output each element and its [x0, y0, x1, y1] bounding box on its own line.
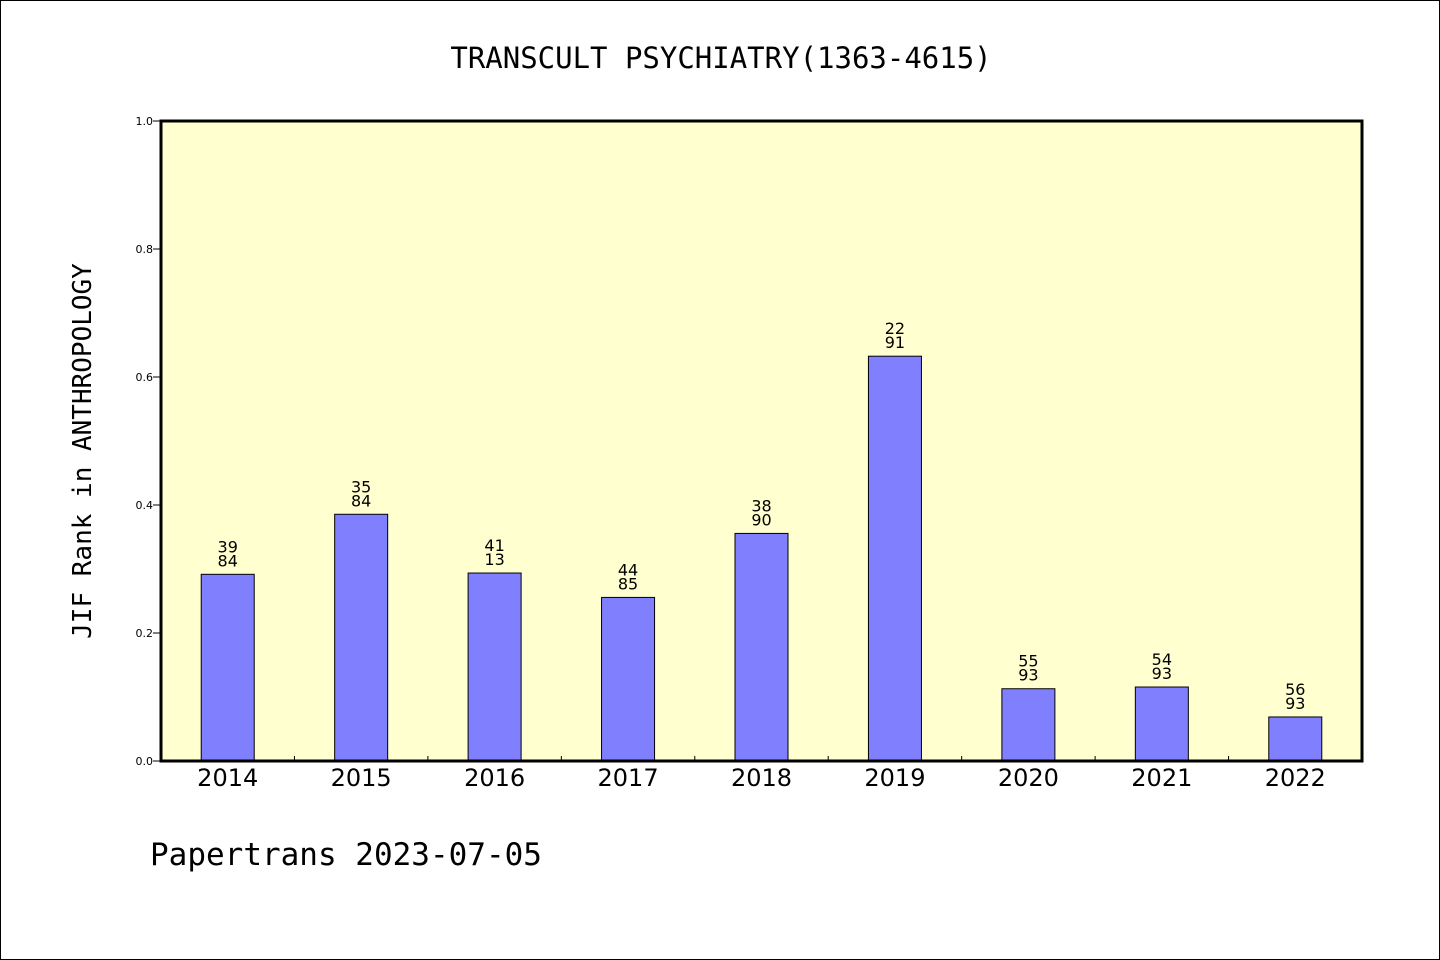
y-tick-label: 0.2	[136, 627, 154, 640]
y-axis-ticks: 0.0 0.2 0.4 0.6 0.8 1.0	[136, 115, 161, 768]
chart-title: TRANSCULT PSYCHIATRY(1363-4615)	[450, 41, 991, 75]
x-tick-label: 2020	[998, 764, 1059, 792]
y-tick-label: 0.0	[136, 755, 154, 768]
y-axis-label: JIF Rank in ANTHROPOLOGY	[68, 263, 98, 639]
y-tick-label: 1.0	[136, 115, 154, 128]
bar-2018	[734, 532, 789, 762]
bar-label-top: 22	[885, 319, 905, 338]
bar-2020	[1001, 688, 1056, 762]
bar-label-top: 38	[751, 496, 771, 515]
plot-border	[159, 119, 1364, 763]
bar-2016	[467, 572, 522, 762]
bar-2015	[334, 513, 389, 762]
bar-2019	[867, 355, 922, 762]
bar-label-bottom: 84	[218, 551, 238, 570]
bar-label-bottom: 93	[1285, 694, 1305, 713]
bar-label-bottom: 93	[1018, 666, 1038, 685]
bar-label-top: 41	[484, 536, 504, 555]
bar-2022	[1268, 716, 1323, 762]
x-tick-label: 2015	[331, 764, 392, 792]
bar-label-top: 35	[351, 477, 371, 496]
x-tick-label: 2022	[1265, 764, 1326, 792]
x-tick-label: 2014	[197, 764, 258, 792]
bar-label-bottom: 91	[885, 333, 905, 352]
bar-2014	[200, 573, 255, 762]
bars	[200, 355, 1323, 762]
bar-label-bottom: 84	[351, 491, 371, 510]
bar-label-top: 44	[618, 560, 638, 579]
x-axis-ticks: 2014 2015 2016 2017 2018 2019 2020 2021 2022	[197, 756, 1326, 792]
bar-label-top: 39	[218, 537, 238, 556]
bar-label-bottom: 93	[1152, 664, 1172, 683]
bar-label-top: 56	[1285, 680, 1305, 699]
bar-label-bottom: 13	[484, 550, 504, 569]
bar-2017	[601, 596, 656, 762]
y-tick-label: 0.8	[136, 243, 154, 256]
bar-label-bottom: 85	[618, 574, 638, 593]
x-tick-label: 2016	[464, 764, 525, 792]
bar-label-top: 55	[1018, 652, 1038, 671]
y-tick-label: 0.6	[136, 371, 154, 384]
footer-credit: Papertrans 2023-07-05	[150, 837, 542, 873]
y-tick-label: 0.4	[136, 499, 154, 512]
x-tick-label: 2021	[1131, 764, 1192, 792]
x-tick-label: 2019	[864, 764, 925, 792]
bar-label-bottom: 90	[751, 510, 771, 529]
bar-2021	[1134, 686, 1189, 762]
x-tick-label: 2017	[598, 764, 659, 792]
bar-label-top: 54	[1152, 650, 1172, 669]
x-tick-label: 2018	[731, 764, 792, 792]
